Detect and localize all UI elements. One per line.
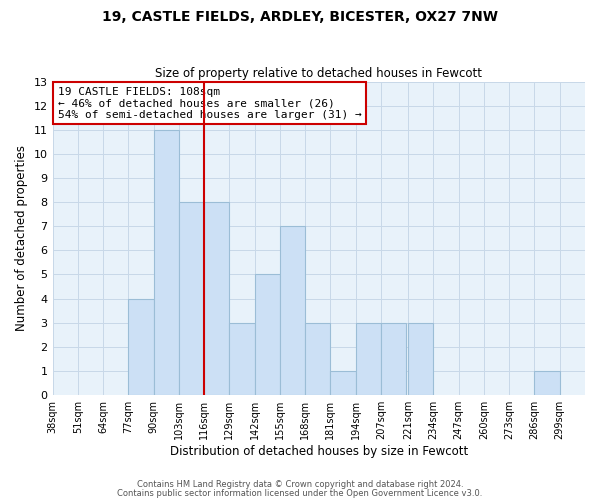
Text: 19, CASTLE FIELDS, ARDLEY, BICESTER, OX27 7NW: 19, CASTLE FIELDS, ARDLEY, BICESTER, OX2… (102, 10, 498, 24)
Bar (179, 202, 204, 394)
Text: 19 CASTLE FIELDS: 108sqm
← 46% of detached houses are smaller (26)
54% of semi-d: 19 CASTLE FIELDS: 108sqm ← 46% of detach… (58, 86, 362, 120)
Bar (154, 130, 179, 394)
Bar (254, 274, 280, 394)
Bar (381, 322, 406, 394)
Text: Contains public sector information licensed under the Open Government Licence v3: Contains public sector information licen… (118, 488, 482, 498)
Bar (229, 322, 254, 394)
Bar (305, 322, 331, 394)
Bar (331, 370, 356, 394)
Bar (408, 322, 433, 394)
Bar (535, 370, 560, 394)
X-axis label: Distribution of detached houses by size in Fewcott: Distribution of detached houses by size … (170, 444, 468, 458)
Y-axis label: Number of detached properties: Number of detached properties (15, 146, 28, 332)
Title: Size of property relative to detached houses in Fewcott: Size of property relative to detached ho… (155, 66, 482, 80)
Bar (204, 202, 229, 394)
Bar (356, 322, 381, 394)
Bar (128, 298, 154, 394)
Text: Contains HM Land Registry data © Crown copyright and database right 2024.: Contains HM Land Registry data © Crown c… (137, 480, 463, 489)
Bar (280, 226, 305, 394)
